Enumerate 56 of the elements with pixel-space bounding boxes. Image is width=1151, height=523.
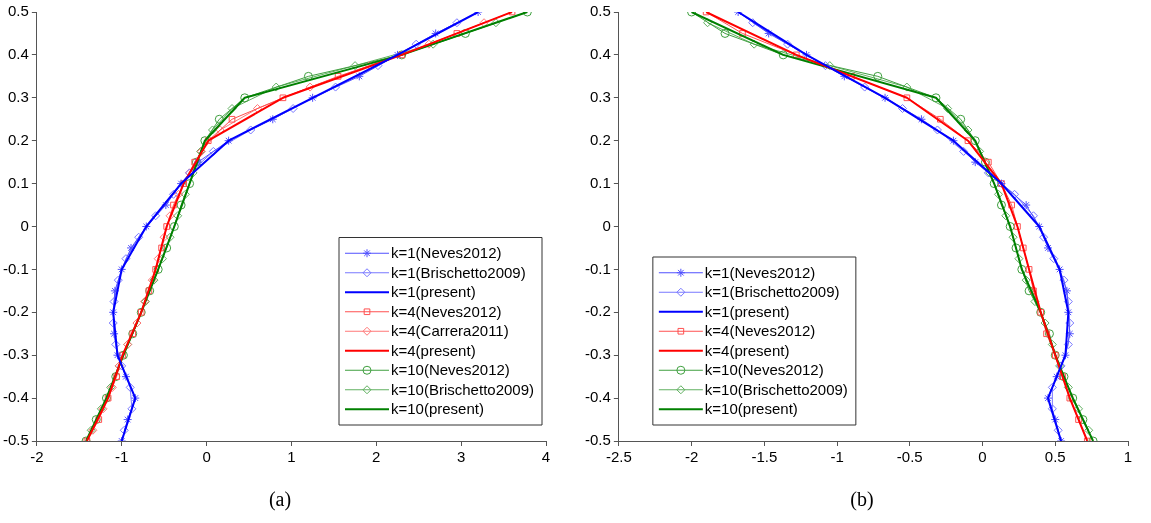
- legend-label: k=4(present): [391, 341, 476, 359]
- legend-label: k=4(present): [704, 341, 790, 359]
- legend-label: k=1(present): [391, 283, 476, 301]
- x-tick-label: -2: [684, 448, 699, 466]
- x-tick-label: -0.5: [896, 448, 923, 466]
- y-tick-label: 0.3: [589, 87, 611, 105]
- x-tick-label: 2: [372, 448, 381, 466]
- legend-label: k=10(Neves2012): [704, 361, 824, 379]
- y-tick-label: 0.5: [589, 2, 611, 20]
- y-tick-label: -0.4: [584, 388, 611, 406]
- y-tick-label: 0: [602, 216, 611, 234]
- y-tick-label: -0.4: [2, 388, 29, 406]
- legend-label: k=10(Brischetto2009): [391, 380, 534, 398]
- y-tick-label: -0.1: [2, 259, 29, 277]
- y-tick-label: -0.3: [2, 345, 29, 363]
- y-tick-label: 0.3: [7, 87, 29, 105]
- y-tick-label: -0.5: [584, 431, 611, 449]
- legend-label: k=1(present): [704, 302, 790, 320]
- x-tick-label: 0: [978, 448, 987, 466]
- text: (b): [849, 488, 875, 511]
- y-tick-label: 0.2: [589, 130, 611, 148]
- legend-label: k=10(present): [391, 400, 484, 418]
- y-tick-label: -0.5: [2, 431, 29, 449]
- legend-label: k=10(Neves2012): [391, 361, 510, 379]
- legend-label: k=10(present): [704, 400, 798, 418]
- legend-label: k=1(Brischetto2009): [704, 283, 840, 301]
- y-tick-label: 0.1: [589, 173, 611, 191]
- x-tick-label: -1: [115, 448, 129, 466]
- y-tick-label: 0: [20, 216, 29, 234]
- legend-label: k=1(Neves2012): [391, 244, 502, 262]
- x-tick-label: -1: [830, 448, 844, 466]
- x-tick-label: 3: [456, 448, 466, 466]
- x-tick-label: -2: [30, 448, 44, 466]
- legend-label: k=4(Carrera2011): [391, 322, 509, 340]
- y-tick-label: 0.4: [7, 45, 29, 63]
- legend-label: k=10(Brischetto2009): [704, 380, 848, 398]
- y-tick-label: -0.3: [584, 345, 611, 363]
- x-tick-label: 0: [202, 448, 211, 466]
- legend-label: k=1(Brischetto2009): [391, 263, 526, 281]
- x-tick-label: 4: [541, 448, 551, 466]
- y-tick-label: -0.2: [2, 302, 29, 320]
- y-tick-label: 0.5: [7, 2, 29, 20]
- x-tick-label: 1: [287, 448, 296, 466]
- y-tick-label: 0.2: [7, 130, 29, 148]
- x-tick-label: -1.5: [751, 448, 778, 466]
- x-tick-label: -2.5: [605, 448, 632, 466]
- legend-label: k=4(Neves2012): [391, 302, 502, 320]
- y-tick-label: 0.1: [7, 173, 29, 191]
- legend-label: k=4(Neves2012): [704, 322, 816, 340]
- text: (a): [267, 488, 293, 511]
- legend-label: k=1(Neves2012): [704, 263, 816, 281]
- x-tick-label: 0.5: [1044, 448, 1066, 466]
- x-tick-label: 1: [1123, 448, 1133, 466]
- y-tick-label: -0.1: [584, 259, 611, 277]
- y-tick-label: -0.2: [584, 302, 611, 320]
- y-tick-label: 0.4: [589, 45, 611, 63]
